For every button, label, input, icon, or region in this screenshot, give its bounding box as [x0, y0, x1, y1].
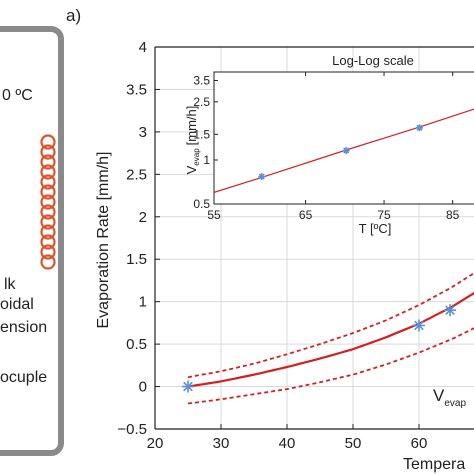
- main-x-tick-label: 40: [279, 435, 296, 452]
- inset-x-tick-label: 65: [299, 208, 313, 222]
- data-point: [413, 319, 425, 332]
- coil-loop: [40, 204, 56, 220]
- coil-loop: [40, 244, 56, 260]
- thermocouple-label: ocuple: [0, 369, 47, 386]
- inset-ylabel-main: V: [184, 165, 199, 174]
- inset-x-tick-label: 55: [207, 208, 221, 222]
- inset-data-point: [342, 147, 350, 155]
- bulk-label-2: oidal: [0, 296, 34, 313]
- inset-data-point: [415, 124, 423, 132]
- inset-chart: 55 65 75 85 0.5 1 1.5 2.5 3.5 Log-Log scale T [º…: [184, 53, 474, 236]
- inset-ticks: 55 65 75 85 0.5 1 1.5 2.5 3.5: [193, 72, 460, 222]
- coil-loop: [40, 184, 56, 200]
- inset-series: [214, 108, 474, 193]
- vevap-annotation: Vevap: [433, 386, 466, 409]
- main-y-tick-label: 2: [139, 209, 147, 226]
- coil-loop: [40, 134, 56, 150]
- vessel-frame: [0, 26, 64, 456]
- data-point: [182, 380, 194, 393]
- data-point: [444, 304, 457, 317]
- main-y-tick-label: 2.5: [126, 166, 147, 183]
- inset-data-point: [258, 173, 266, 181]
- main-x-axis-label: Tempera: [403, 456, 465, 473]
- coil-loop: [40, 224, 56, 240]
- coil-loop: [40, 214, 56, 230]
- coil-loop: [40, 254, 56, 270]
- heating-coil: [40, 134, 56, 270]
- inset-title: Log-Log scale: [332, 53, 414, 68]
- coil-loop: [40, 164, 56, 180]
- coil-loop: [40, 194, 56, 210]
- inset-y-tick-label: 1: [203, 153, 210, 167]
- bulk-label-1: lk: [4, 276, 17, 293]
- inset-y-tick-label: 2.5: [193, 95, 210, 109]
- main-y-ticks: −0.5 0 0.5 1 1.5 2 2.5 3 3.5 4: [117, 39, 160, 438]
- inset-x-axis-label: T [ºC]: [359, 221, 392, 236]
- panel-label: a): [66, 6, 81, 25]
- coil-loop: [40, 144, 56, 160]
- main-y-tick-label: 1: [139, 294, 147, 311]
- inset-ylabel-sub: evap: [192, 148, 201, 166]
- lower-bound-line: [187, 327, 474, 405]
- main-x-tick-label: 50: [345, 435, 362, 452]
- vevap-sub: evap: [444, 398, 466, 409]
- main-x-ticks: 20 30 40 50 60: [147, 424, 428, 452]
- main-y-tick-label: 1.5: [126, 251, 147, 268]
- main-y-tick-label: 4: [139, 39, 147, 56]
- coil-loop: [40, 234, 56, 250]
- main-series: [182, 272, 474, 405]
- main-x-tick-label: 20: [147, 435, 164, 452]
- inset-x-tick-label: 75: [377, 208, 391, 222]
- fit-line: [187, 291, 474, 388]
- main-y-tick-label: −0.5: [117, 421, 147, 438]
- inset-y-tick-label: 3.5: [193, 73, 210, 87]
- coil-loop: [40, 174, 56, 190]
- main-x-tick-label: 30: [213, 435, 230, 452]
- main-x-tick-label: 60: [411, 435, 428, 452]
- inset-y-axis-label: Vevap [mm/h]: [184, 106, 201, 175]
- temperature-label: 0 ºC: [2, 87, 33, 104]
- main-y-tick-label: 3: [139, 124, 147, 141]
- vevap-main: V: [433, 386, 445, 405]
- coil-loop: [40, 154, 56, 170]
- main-y-tick-label: 0: [139, 379, 147, 396]
- bulk-label-3: ension: [0, 319, 47, 336]
- inset-y-tick-label: 0.5: [193, 197, 210, 211]
- schematic: 0 ºC lk oidal ension ocuple: [0, 26, 64, 456]
- inset-y-tick-label: 1.5: [193, 127, 210, 141]
- upper-bound-line: [187, 272, 474, 379]
- inset-x-tick-label: 85: [446, 208, 460, 222]
- inset-plot-area: [213, 71, 474, 205]
- main-y-tick-label: 3.5: [126, 81, 147, 98]
- main-y-axis-label: Evaporation Rate [mm/h]: [95, 152, 112, 329]
- inset-ylabel-unit: [mm/h]: [184, 106, 199, 146]
- main-y-tick-label: 0.5: [126, 336, 147, 353]
